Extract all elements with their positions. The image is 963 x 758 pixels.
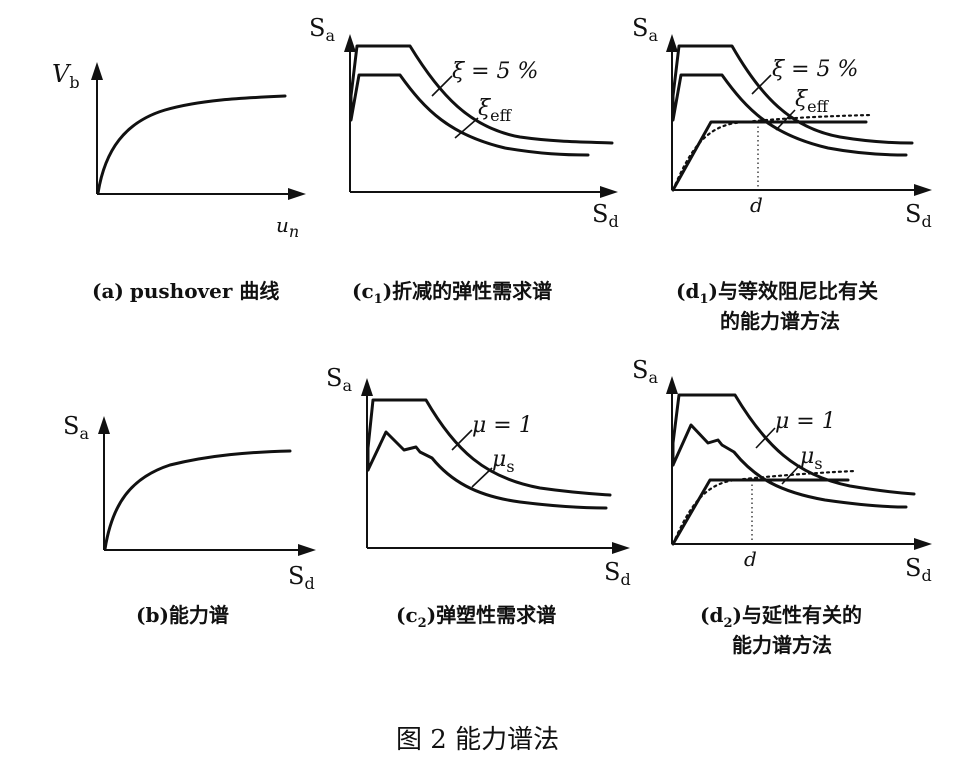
panel-d2-capacity-curve-dotted (671, 469, 858, 546)
panel-d2: μ = 1 μs d Sa Sd (d2)与延性有关的 能力谱方法 (632, 356, 932, 657)
panel-d2-marker-d: d (744, 547, 757, 571)
panel-d2-y-label: Sa (632, 356, 658, 387)
panel-c2-x-label: Sd (604, 558, 631, 589)
panel-a-caption: (a) pushover 曲线 (92, 279, 279, 303)
panel-d2-lower-label: μs (800, 444, 823, 473)
panel-a: Vb un (a) pushover 曲线 (52, 60, 306, 303)
panel-a-x-label: un (276, 213, 299, 241)
panel-c2-y-arrow (361, 378, 373, 396)
panel-d1-marker-d: d (750, 193, 763, 217)
panel-c2-y-label: Sa (326, 364, 352, 395)
panel-b-x-label: Sd (288, 562, 315, 593)
panel-d2-inelastic-spectrum (671, 423, 908, 509)
panel-b-y-label: Sa (63, 412, 89, 443)
panel-d1-capacity-curve-dotted (671, 113, 874, 192)
panel-a-x-arrow (288, 188, 306, 200)
panel-a-y-label: Vb (52, 60, 80, 92)
panel-d1-elastic-spectrum (671, 44, 914, 145)
panel-b: Sa Sd (b)能力谱 (63, 412, 316, 627)
panel-d1-reduced-spectrum (671, 73, 908, 157)
panel-c2-caption: (c2)弹塑性需求谱 (396, 603, 556, 631)
panel-d2-bilinear-capacity (671, 478, 850, 546)
panel-c1-caption: (c1)折减的弹性需求谱 (352, 279, 552, 307)
panel-c1-lower-pointer (454, 117, 479, 139)
panel-d2-lower-pointer (781, 464, 801, 485)
panel-c1-x-arrow (600, 186, 618, 198)
panel-d1-bilinear-capacity (671, 120, 868, 192)
panel-c1-upper-label: ξ = 5 % (452, 59, 538, 84)
panel-d1: ξ = 5 % ξeff d Sa Sd (d1)与等效阻尼比有关 的能力谱方法 (632, 14, 932, 333)
panel-c2-x-arrow (612, 542, 630, 554)
panel-c2-upper-pointer (451, 429, 473, 451)
panel-b-caption: (b)能力谱 (136, 603, 229, 627)
panel-d2-caption-line1: (d2)与延性有关的 (700, 603, 862, 631)
panel-a-pushover-curve (96, 94, 287, 195)
panel-c1-elastic-spectrum (349, 44, 614, 145)
panel-d2-caption-line2: 能力谱方法 (732, 633, 832, 657)
panel-d1-y-label: Sa (632, 14, 658, 45)
panel-c1-reduced-spectrum (349, 73, 590, 157)
panel-b-y-arrow (98, 416, 110, 434)
panel-d2-x-arrow (914, 538, 932, 550)
panel-c1-x-label: Sd (592, 200, 619, 231)
panel-c2-upper-label: μ = 1 (472, 413, 533, 438)
panel-d2-y-arrow (666, 376, 678, 394)
panel-d1-caption-line2: 的能力谱方法 (720, 309, 840, 333)
panel-d2-elastic-spectrum (671, 393, 916, 496)
panel-d1-x-arrow (914, 184, 932, 196)
panel-d1-caption-line1: (d1)与等效阻尼比有关 (676, 279, 878, 307)
panel-c1-lower-label: ξeff (478, 96, 513, 125)
panel-c2-elastic-spectrum (366, 398, 612, 497)
figure-caption: 图 2 能力谱法 (396, 725, 559, 755)
panel-c2: μ = 1 μs Sa Sd (c2)弹塑性需求谱 (326, 364, 631, 631)
panel-c1: ξ = 5 % ξeff Sa Sd (c1)折减的弹性需求谱 (309, 14, 619, 307)
panel-d1-upper-label: ξ = 5 % (772, 57, 858, 82)
panel-c2-lower-label: μs (492, 447, 515, 476)
panel-d1-lower-label: ξeff (795, 87, 830, 116)
panel-c1-upper-pointer (431, 75, 453, 97)
panel-b-capacity-curve (103, 449, 292, 551)
panel-d1-upper-pointer (751, 74, 772, 95)
panel-c2-lower-pointer (471, 467, 493, 488)
panel-d1-lower-pointer (775, 109, 796, 131)
panel-c1-y-arrow (344, 34, 356, 52)
panel-b-x-arrow (298, 544, 316, 556)
panel-c1-y-label: Sa (309, 14, 335, 45)
panel-c2-inelastic-spectrum (366, 430, 608, 510)
panel-d2-upper-label: μ = 1 (775, 409, 836, 434)
panel-a-y-arrow (91, 62, 103, 80)
panel-d1-y-arrow (666, 34, 678, 52)
panel-d2-upper-pointer (755, 427, 776, 449)
panel-d2-x-label: Sd (905, 554, 932, 585)
panel-d1-x-label: Sd (905, 200, 932, 231)
